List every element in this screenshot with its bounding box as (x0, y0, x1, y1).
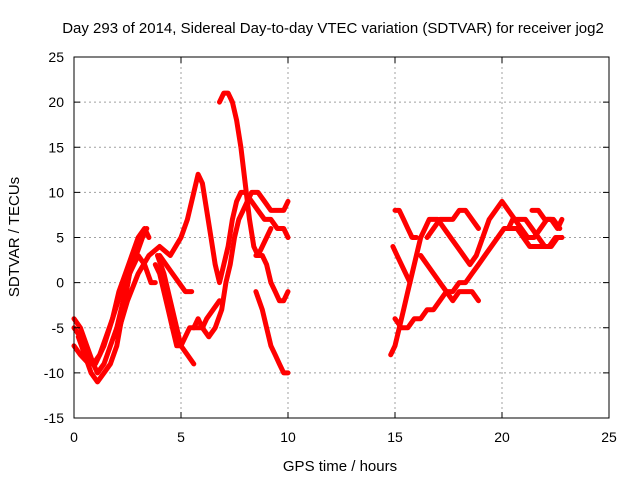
axis-ticks: 0 5 10 15 20 25 -15 -10 -5 0 5 10 15 20 25 (44, 49, 617, 445)
series-track-18 (424, 207, 481, 240)
series-track-19 (505, 216, 565, 249)
y-tick-label: -10 (44, 365, 64, 381)
series-track-10 (217, 90, 274, 258)
plot-area (71, 90, 565, 385)
series-track-7 (155, 253, 197, 367)
y-tick-label: 0 (56, 275, 64, 291)
x-tick-label: 15 (387, 429, 403, 445)
x-tick-label: 10 (280, 429, 296, 445)
x-tick-label: 0 (70, 429, 78, 445)
series-track-3 (75, 226, 150, 385)
series-track-5 (114, 171, 291, 340)
x-tick-label: 20 (494, 429, 510, 445)
series-track-11 (253, 253, 291, 304)
series-track-20 (529, 207, 565, 231)
series-track-13 (388, 198, 563, 358)
series-track-8 (157, 253, 195, 295)
series-track-6 (152, 262, 222, 349)
y-tick-label: 20 (48, 94, 64, 110)
y-axis-label: SDTVAR / TECUs (6, 177, 23, 297)
series-track-15 (390, 244, 413, 286)
grid (74, 57, 609, 418)
series-track-16 (392, 226, 565, 331)
y-tick-label: 25 (48, 49, 64, 65)
y-tick-label: 5 (56, 230, 64, 246)
x-axis-label: GPS time / hours (283, 458, 397, 475)
chart-title: Day 293 of 2014, Sidereal Day-to-day VTE… (62, 20, 604, 37)
series-track-14 (392, 207, 419, 240)
series-track-9 (191, 189, 291, 340)
series-track-17 (418, 253, 481, 304)
series-track-12 (253, 289, 291, 376)
y-tick-label: 10 (48, 184, 64, 200)
x-tick-label: 25 (601, 429, 617, 445)
y-tick-label: 15 (48, 139, 64, 155)
y-tick-label: -5 (52, 320, 65, 336)
x-tick-label: 5 (177, 429, 185, 445)
y-tick-label: -15 (44, 410, 64, 426)
series-track-4 (71, 262, 133, 367)
